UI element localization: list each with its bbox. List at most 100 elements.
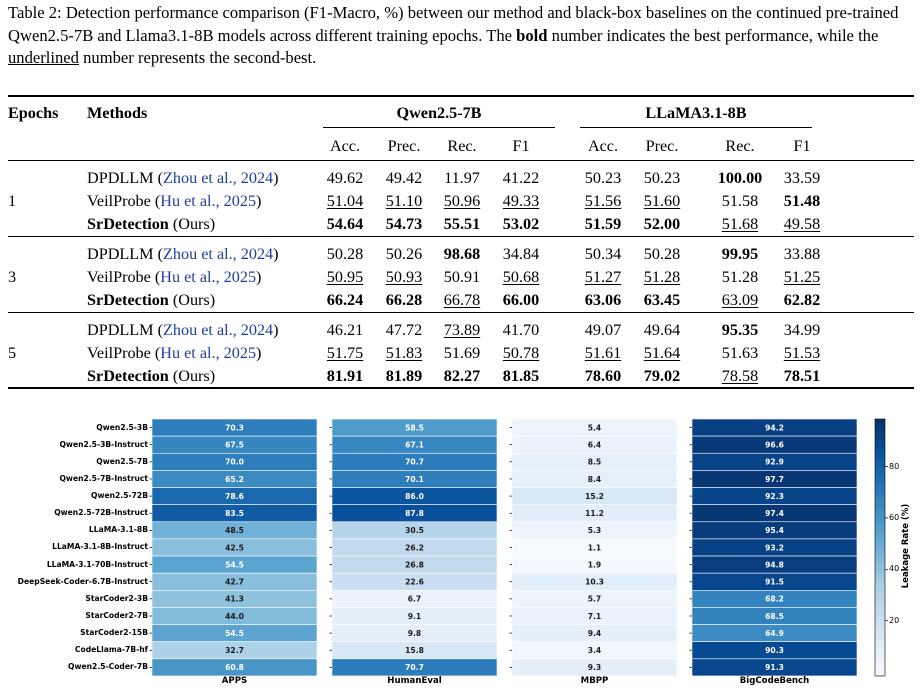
heatmap-cell-label: 97.4 [765,509,784,518]
table-cell-value: 62.82 [783,291,821,309]
table-cell-value: 95.35 [721,321,759,339]
table-cell-value: 51.28 [643,268,681,286]
heatmap-cell-label: 15.2 [585,492,604,501]
table-cell-value: 50.68 [502,268,540,286]
table-caption: Table 2: Detection performance compariso… [8,2,918,70]
table-cell-value: 51.64 [643,344,681,362]
table-cell-value: 73.89 [443,321,481,339]
heatmap-cell-label: 70.7 [405,458,424,467]
table-cell-value: 81.91 [326,367,364,385]
table-cell-value: 51.04 [326,192,364,210]
heatmap-cell-label: 83.5 [225,509,244,518]
heatmap-cell-label: 6.4 [588,440,601,449]
table-cell-value: 51.10 [385,192,423,210]
heatmap-cell-label: 15.8 [405,646,424,655]
table-cell-value: 78.58 [721,367,759,385]
citation-link[interactable]: Hu et al., 2025 [160,268,257,286]
method-label: DPDLLM [87,321,154,339]
group-rule-llama [580,127,812,128]
method-label: DPDLLM [87,245,154,263]
heatmap-cell-label: 54.5 [225,629,244,638]
table-top-rule [8,95,914,97]
header-methods: Methods [87,104,148,122]
citation-link[interactable]: Zhou et al., 2024 [163,245,274,263]
method-name: DPDLLM (Zhou et al., 2024) [87,169,279,187]
caption-middle: number indicates the best performance, w… [547,25,879,45]
table-cell-value: 34.84 [502,245,540,263]
table-cell-value: 51.58 [721,192,759,210]
table-cell-value: 98.68 [443,245,481,263]
heatmap-cell-label: 70.3 [225,423,244,432]
citation-link[interactable]: Hu et al., 2025 [160,192,257,210]
metric-header: Rec. [725,137,755,155]
heatmap-cell-label: 42.7 [225,578,244,587]
heatmap-cell-label: 8.4 [588,475,601,484]
epoch-label: 3 [8,268,17,286]
heatmap-row-label: LLaMA-3.1-70B-Instruct [46,559,148,569]
table-cell-value: 51.53 [783,344,821,362]
citation-link[interactable]: Hu et al., 2025 [160,344,257,362]
colorbar-tick-label: 40 [889,564,900,574]
header-group-qwen: Qwen2.5-7B [396,104,482,122]
heatmap-cell-label: 86.0 [405,492,424,501]
citation-link[interactable]: Zhou et al., 2024 [163,321,274,339]
heatmap-cell-label: 10.3 [585,578,604,587]
table-cell-value: 51.75 [326,344,364,362]
method-name: VeilProbe (Hu et al., 2025) [87,192,262,210]
heatmap-cell-label: 70.0 [225,458,244,467]
heatmap-cell-label: 5.4 [588,423,601,432]
heatmap-cell-label: 1.1 [588,543,601,552]
heatmap-column-label: APPS [221,676,248,687]
table-cell-value: 100.00 [717,169,763,187]
heatmap-cell-label: 5.3 [588,526,601,535]
heatmap-cell-label: 91.3 [765,663,784,672]
method-name: VeilProbe (Hu et al., 2025) [87,344,262,362]
table-cell-value: 50.23 [584,169,622,187]
heatmap-cell-label: 68.5 [765,612,784,621]
method-name: VeilProbe (Hu et al., 2025) [87,268,262,286]
table-cell-value: 66.78 [443,291,481,309]
table-cell-value: 49.64 [643,321,681,339]
method-label: DPDLLM [87,169,154,187]
method-label: SrDetection [87,367,169,385]
metric-header: Prec. [645,137,679,155]
table-cell-value: 50.96 [443,192,481,210]
table-cell-value: 50.93 [385,268,423,286]
table-cell-value: 50.95 [326,268,364,286]
citation-link[interactable]: Zhou et al., 2024 [163,169,274,187]
heatmap-cell-label: 60.8 [225,663,244,672]
heatmap-column-label: BigCodeBench [739,676,810,687]
heatmap-cell-label: 30.5 [405,526,424,535]
colorbar-tick-label: 20 [889,615,900,625]
table-cell-value: 51.27 [584,268,622,286]
heatmap-cell-label: 9.3 [588,663,601,672]
table-cell-value: 66.28 [385,291,423,309]
heatmap-cell-label: 87.8 [405,509,424,518]
table-cell-value: 46.21 [326,321,364,339]
colorbar-label: Leakage Rate (%) [901,504,911,589]
method-name: SrDetection (Ours) [87,214,215,234]
heatmap-cell-label: 54.5 [225,560,244,569]
method-label: SrDetection [87,215,169,233]
table-cell-value: 50.23 [643,169,681,187]
table-cell-value: 49.58 [783,215,821,233]
table-cell-value: 33.59 [783,169,821,187]
metric-header: Acc. [587,137,619,155]
heatmap-cell-label: 95.4 [765,526,784,535]
table-cell-value: 33.88 [783,245,821,263]
table-cell-value: 11.97 [444,169,480,187]
heatmap-cell-label: 11.2 [585,509,604,518]
heatmap-column-label: HumanEval [387,676,442,687]
table-cell-value: 51.60 [643,192,681,210]
caption-underline-word: underlined [8,48,79,67]
method-name: SrDetection (Ours) [87,366,215,386]
caption-bold-word: bold [516,25,548,45]
heatmap-row-label: Qwen2.5-Coder-7B [68,662,148,672]
table-cell-value: 54.73 [385,215,423,233]
table-cell-value: 79.02 [643,367,681,385]
heatmap-cell-label: 58.5 [405,423,424,432]
colorbar-tick-label: 80 [889,461,900,471]
header-epochs: Epochs [8,104,59,122]
metric-header: Acc. [329,137,361,155]
heatmap-cell-label: 70.1 [405,475,424,484]
